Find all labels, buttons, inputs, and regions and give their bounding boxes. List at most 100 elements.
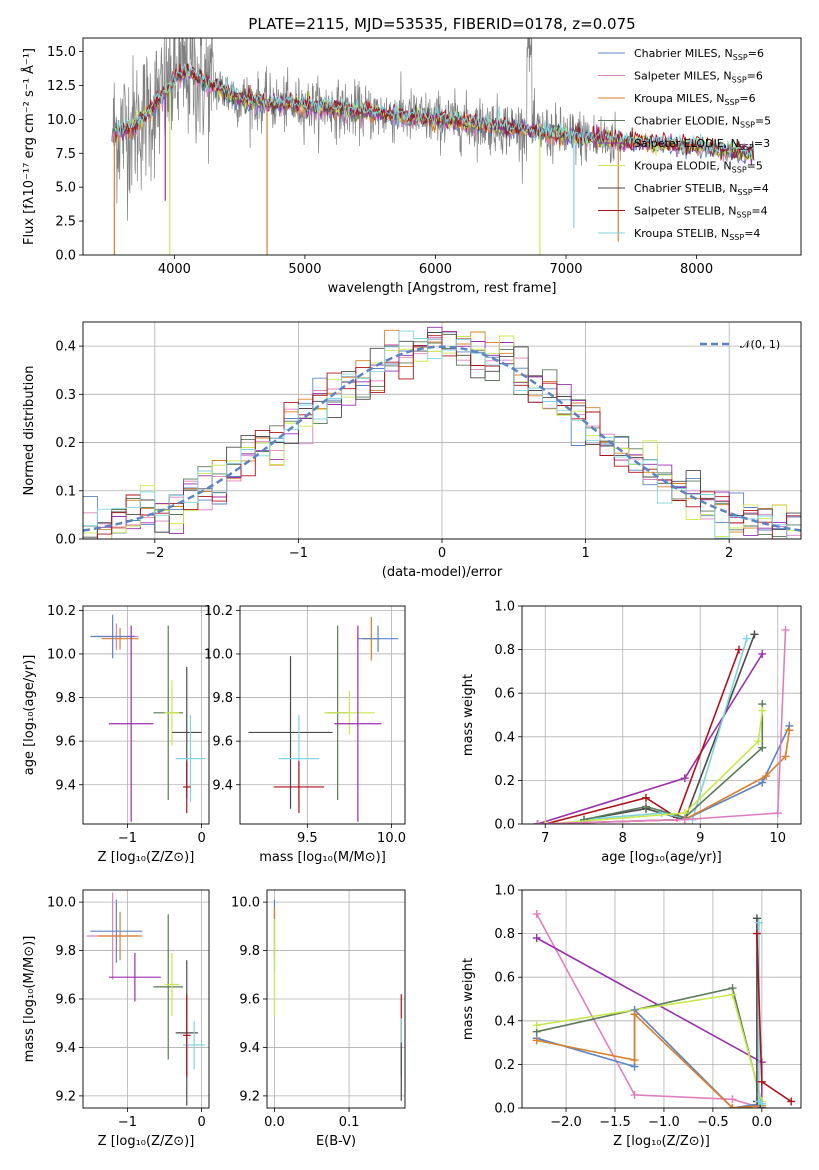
y-tick-label: 0.6 — [494, 687, 515, 702]
axes-frame — [521, 889, 802, 1109]
x-tick-label: 9.5 — [297, 831, 318, 846]
series-marker — [785, 726, 794, 735]
y-tick-label: 10.0 — [47, 647, 76, 662]
y-tick-label: 9.4 — [55, 778, 76, 793]
y-tick-label: 0.2 — [494, 1058, 515, 1073]
legend-entry: Salpeter MILES, NSSP=6 — [634, 70, 763, 85]
mass-vs-z-panel: −1 0 9.2 9.4 9.6 9.8 10.0 Z [log₁₀(Z/Z⊙)] mass [… — [22, 889, 210, 1149]
series-line — [537, 730, 791, 824]
weight-series — [580, 634, 751, 824]
series-line — [583, 638, 748, 821]
series-marker — [752, 929, 761, 938]
y-tick-label: 10.0 — [47, 113, 76, 128]
x-axis-label: E(B-V) — [316, 1134, 356, 1149]
series-marker — [533, 820, 542, 824]
series-marker — [532, 1036, 541, 1045]
x-axis-label: mass [log₁₀(M/M⊙)] — [259, 850, 386, 865]
x-tick-label: 10.0 — [377, 831, 406, 846]
y-tick-label: 9.6 — [55, 735, 76, 750]
y-tick-label: 0.0 — [494, 1102, 515, 1117]
x-tick-label: 4000 — [158, 262, 191, 277]
y-tick-label: 10.2 — [204, 604, 233, 619]
series-line — [545, 710, 764, 824]
mass-vs-z-plot-area — [86, 892, 206, 1106]
series-marker — [758, 743, 767, 752]
x-tick-label: −2.0 — [550, 1115, 582, 1130]
errorbar-point — [175, 715, 206, 803]
y-tick-label: 5.0 — [55, 181, 76, 196]
series-marker — [630, 1090, 639, 1099]
series-marker — [750, 630, 759, 639]
age-vs-mass-panel: 9.5 10.0 9.4 9.6 9.8 10.0 10.2 mass [log₁₀(M/M⊙… — [204, 604, 406, 865]
series-marker — [758, 778, 767, 787]
errorbar-point — [164, 680, 180, 746]
weight-series — [532, 990, 766, 1106]
y-tick-label: 0.6 — [494, 971, 515, 986]
legend-entry: Kroupa MILES, NSSP=6 — [634, 92, 756, 107]
errorbar-point — [108, 952, 161, 1002]
x-tick-label: 1 — [581, 546, 589, 561]
errorbar-point — [164, 952, 180, 1016]
x-tick-label: −1 — [118, 1115, 137, 1130]
x-axis-label: Z [log₁₀(Z/Z⊙)] — [613, 1134, 710, 1149]
x-tick-label: 7000 — [549, 262, 582, 277]
x-tick-label: 10 — [769, 831, 786, 846]
weight-series — [541, 706, 767, 824]
y-tick-label: 10.2 — [47, 604, 76, 619]
y-tick-label: 0.2 — [55, 436, 76, 451]
x-tick-label: 2 — [725, 546, 733, 561]
series-marker — [781, 752, 790, 761]
y-tick-label: 9.6 — [212, 735, 233, 750]
weight-vs-z-panel: −2.0 −1.5 −1.0 −0.5 0.0 0.0 0.2 0.4 0.6 0.8 1.0 Z [… — [461, 884, 802, 1149]
errorbar-point — [324, 691, 375, 735]
errorbar-point — [97, 911, 143, 961]
chart-title: PLATE=2115, MJD=53535, FIBERID=0178, z=0… — [248, 15, 635, 33]
y-tick-label: 9.8 — [55, 691, 76, 706]
series-marker — [541, 820, 550, 824]
y-tick-label: 10.0 — [231, 896, 260, 911]
y-tick-label: 1.0 — [494, 600, 515, 615]
age-vs-mass-plot-area — [248, 616, 399, 822]
weight-series — [752, 929, 796, 1106]
y-tick-label: 0.4 — [494, 1014, 515, 1029]
series-marker — [757, 1077, 766, 1086]
y-tick-label: 0.4 — [55, 340, 76, 355]
legend-entry: Salpeter STELIB, NSSP=4 — [634, 205, 768, 220]
residual-histogram — [83, 330, 801, 539]
x-tick-label: 7 — [541, 831, 549, 846]
residuals-panel: −2 −1 0 1 2 0.0 0.1 0.2 0.3 0.4 (data-model)/error… — [22, 321, 802, 580]
y-axis-label: Flux [fλ10⁻¹⁷ erg cm⁻² s⁻¹ Å⁻¹] — [21, 48, 37, 245]
series-marker — [773, 809, 782, 818]
errorbar-point — [273, 760, 325, 814]
series-line — [583, 704, 764, 821]
y-tick-label: 9.8 — [239, 944, 260, 959]
weight-vs-age-plot-area — [533, 625, 794, 824]
y-tick-label: 10.0 — [204, 647, 233, 662]
axes-frame — [82, 37, 802, 256]
x-axis-label: Z [log₁₀(Z/Z⊙)] — [98, 850, 195, 865]
y-tick-label: 9.4 — [212, 778, 233, 793]
series-marker — [781, 625, 790, 634]
y-tick-label: 9.4 — [55, 1041, 76, 1056]
x-tick-label: −1.5 — [599, 1115, 631, 1130]
legend-entry: Kroupa ELODIE, NSSP=5 — [634, 160, 763, 175]
x-tick-label: 0.1 — [339, 1115, 360, 1130]
series-line — [536, 1012, 762, 1108]
series-marker — [754, 737, 763, 746]
errorbar-point — [357, 625, 399, 652]
errorbar-point — [183, 760, 191, 814]
axes-frame — [239, 605, 406, 825]
series-marker — [728, 990, 737, 999]
weight-series — [533, 649, 767, 824]
x-tick-label: 8000 — [680, 262, 713, 277]
series-marker — [752, 914, 761, 923]
model-spectrum-line — [116, 63, 755, 161]
series-marker — [758, 706, 767, 715]
y-axis-label: mass [log₁₀(M/M⊙)] — [22, 936, 37, 1063]
age-vs-z-plot-area — [90, 614, 206, 822]
x-tick-label: 5000 — [288, 262, 321, 277]
age-vs-z-panel: −1 0 9.4 9.6 9.8 10.0 10.2 Z [log₁₀(Z/Z⊙)] age [… — [22, 604, 210, 865]
x-axis-label: Z [log₁₀(Z/Z⊙)] — [98, 1134, 195, 1149]
axes-frame — [82, 889, 210, 1109]
errorbar-point — [183, 994, 191, 1077]
